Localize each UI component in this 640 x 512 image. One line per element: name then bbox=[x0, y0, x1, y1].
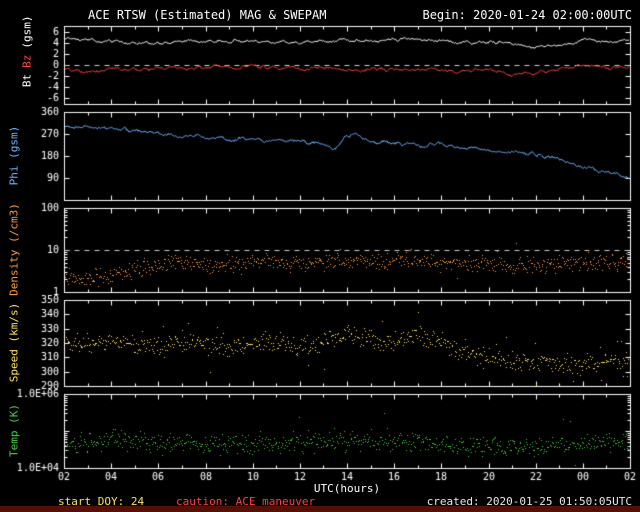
ylabel-gsm-unit: (gsm) bbox=[20, 15, 34, 49]
xaxis-label: UTC(hours) bbox=[313, 482, 381, 495]
ylabel-bt: Bt bbox=[20, 73, 34, 88]
ylabel-temp: Temp (K) bbox=[7, 404, 21, 457]
begin-timestamp: Begin: 2020-01-24 02:00:00UTC bbox=[422, 8, 632, 22]
bottom-red-strip bbox=[0, 506, 640, 512]
start-doy-label: start DOY: 24 bbox=[58, 495, 145, 508]
created-timestamp: created: 2020-01-25 01:50:05UTC bbox=[426, 495, 632, 508]
ylabel-bz: Bz bbox=[20, 54, 34, 68]
page-title: ACE RTSW (Estimated) MAG & SWEPAM bbox=[88, 8, 327, 22]
caution-label: caution: ACE maneuver bbox=[176, 495, 316, 508]
